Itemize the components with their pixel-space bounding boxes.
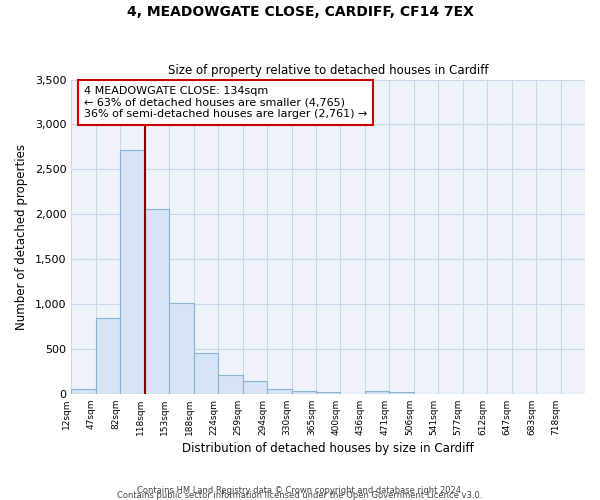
Bar — [292, 391, 316, 394]
Bar — [121, 150, 145, 394]
Text: 4 MEADOWGATE CLOSE: 134sqm
← 63% of detached houses are smaller (4,765)
36% of s: 4 MEADOWGATE CLOSE: 134sqm ← 63% of deta… — [83, 86, 367, 119]
Bar — [169, 303, 194, 394]
Y-axis label: Number of detached properties: Number of detached properties — [15, 144, 28, 330]
Title: Size of property relative to detached houses in Cardiff: Size of property relative to detached ho… — [168, 64, 488, 77]
Text: Contains public sector information licensed under the Open Government Licence v3: Contains public sector information licen… — [118, 490, 482, 500]
Bar — [96, 318, 121, 394]
Bar — [71, 389, 96, 394]
Bar — [218, 374, 242, 394]
Bar — [145, 209, 169, 394]
Bar — [316, 392, 340, 394]
Bar — [194, 353, 218, 394]
Text: 4, MEADOWGATE CLOSE, CARDIFF, CF14 7EX: 4, MEADOWGATE CLOSE, CARDIFF, CF14 7EX — [127, 5, 473, 19]
Bar — [389, 392, 414, 394]
Bar — [365, 390, 389, 394]
Bar — [242, 381, 267, 394]
Text: Contains HM Land Registry data © Crown copyright and database right 2024.: Contains HM Land Registry data © Crown c… — [137, 486, 463, 495]
Bar — [267, 389, 292, 394]
X-axis label: Distribution of detached houses by size in Cardiff: Distribution of detached houses by size … — [182, 442, 474, 455]
